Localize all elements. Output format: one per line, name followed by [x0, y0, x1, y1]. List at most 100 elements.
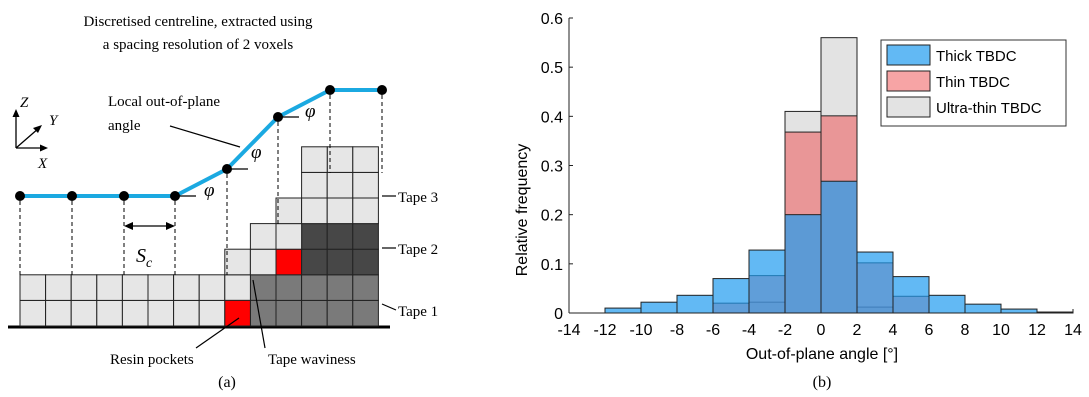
bar-thick-tbdc-8	[892, 276, 930, 314]
voxel	[249, 223, 277, 250]
resin-leader	[195, 317, 240, 349]
y-tick-label: 0.1	[541, 257, 563, 274]
legend-label: Ultra-thin TBDC	[936, 100, 1042, 117]
legend-swatch	[886, 96, 931, 118]
legend-swatch	[886, 44, 931, 66]
panel-b-caption: (b)	[813, 374, 832, 391]
y-tick-label: 0	[554, 306, 563, 323]
voxel	[326, 248, 354, 276]
bar-thick-tbdc-1	[640, 301, 678, 314]
voxel	[198, 274, 226, 301]
voxel	[173, 299, 200, 327]
spacing-subscript: c	[146, 256, 153, 271]
x-tick-label: -8	[670, 322, 684, 339]
legend-label: Thin TBDC	[936, 74, 1010, 91]
x-axis-label: Out-of-plane angle [°]	[746, 346, 898, 363]
voxel-grid	[19, 146, 379, 327]
x-tick-label: 12	[1028, 322, 1046, 339]
voxel	[326, 299, 354, 327]
x-tick-label: 0	[817, 322, 826, 339]
legend-label: Thick TBDC	[936, 48, 1017, 65]
tape1-label: Tape 1	[398, 304, 438, 320]
voxel	[173, 274, 200, 301]
axis-x-label: X	[37, 156, 48, 172]
bar-thick-tbdc-6	[820, 180, 858, 314]
axis-y-label: Y	[49, 113, 59, 129]
bar-thick-tbdc-0	[604, 307, 642, 314]
phi-label-3: φ	[305, 101, 316, 122]
y-tick-label: 0.2	[541, 208, 563, 225]
panel-a-title-line2: a spacing resolution of 2 voxels	[103, 37, 294, 53]
bar-thick-tbdc-10	[964, 303, 1002, 314]
spacing-label: Sc	[136, 245, 153, 271]
tape1-leader	[381, 303, 397, 311]
x-tick-label: 14	[1064, 322, 1082, 339]
voxel	[147, 274, 175, 301]
tape2-label: Tape 2	[398, 242, 438, 258]
angle-leader-line	[169, 125, 241, 148]
x-tick-label: 2	[853, 322, 862, 339]
voxel	[352, 223, 379, 250]
y-tick-label: 0.5	[541, 60, 563, 77]
voxel	[249, 248, 277, 276]
chart-legend: Thick TBDC Thin TBDC Ultra-thin TBDC	[880, 39, 1067, 127]
voxel	[352, 299, 379, 327]
voxel	[224, 299, 251, 327]
x-tick-label: -4	[742, 322, 756, 339]
projection-lines	[19, 95, 383, 275]
angle-annotation-line1: Local out-of-plane	[108, 94, 220, 110]
panel-a-title-line1: Discretised centreline, extracted using	[83, 14, 313, 30]
resin-pockets-label: Resin pockets	[110, 352, 194, 368]
centreline	[20, 88, 382, 198]
voxel	[19, 274, 47, 301]
voxel	[19, 299, 47, 327]
voxel	[352, 197, 379, 225]
waviness-leader	[252, 279, 266, 349]
bar-thick-tbdc-7	[856, 251, 894, 314]
y-tick-label: 0.4	[541, 109, 563, 126]
y-axis-label: Relative frequency	[514, 144, 531, 277]
voxel	[301, 274, 328, 301]
x-tick-label: -6	[706, 322, 720, 339]
x-tick-label: 8	[961, 322, 970, 339]
bar-thick-tbdc-5	[784, 214, 822, 314]
x-tick-label: -10	[629, 322, 652, 339]
chart-ticks: -14 -12 -10 -8 -6 -4 -2 0 2 4 6 8 10 12 14 0 0.1 0.2 0.3 0.…	[541, 11, 1082, 339]
bar-thick-tbdc-2	[676, 294, 714, 314]
voxel	[326, 197, 354, 225]
bar-thick-tbdc-9	[928, 294, 966, 314]
bar-thick-tbdc-3	[712, 278, 750, 314]
spacing-symbol: S	[136, 245, 146, 267]
x-tick-label: 6	[925, 322, 934, 339]
bar-thick-tbdc-11	[1000, 308, 1038, 314]
voxel	[70, 299, 98, 327]
y-tick-label: 0.6	[541, 11, 563, 28]
histogram-bars	[604, 37, 1074, 314]
y-tick-label: 0.3	[541, 159, 563, 176]
voxel	[275, 197, 303, 225]
legend-swatch	[886, 70, 931, 92]
voxel	[275, 274, 303, 301]
voxel	[224, 274, 251, 301]
voxel	[352, 146, 379, 173]
x-tick-label: -2	[778, 322, 792, 339]
panel-a-caption: (a)	[218, 374, 236, 391]
voxel	[70, 274, 98, 301]
bar-thick-tbdc-4	[748, 249, 786, 314]
x-tick-label: 10	[992, 322, 1010, 339]
phi-label-1: φ	[204, 180, 215, 201]
x-tick-label: 4	[889, 322, 898, 339]
spacing-arrow	[124, 222, 175, 230]
voxel	[224, 248, 251, 276]
tape3-label: Tape 3	[398, 190, 438, 206]
tape-waviness-label: Tape waviness	[268, 352, 356, 368]
voxel	[45, 274, 72, 301]
voxel	[301, 146, 328, 173]
x-tick-label: -12	[593, 322, 616, 339]
axis-z-label: Z	[20, 95, 29, 111]
x-tick-label: -14	[557, 322, 580, 339]
coordinate-axes-icon	[12, 109, 48, 152]
